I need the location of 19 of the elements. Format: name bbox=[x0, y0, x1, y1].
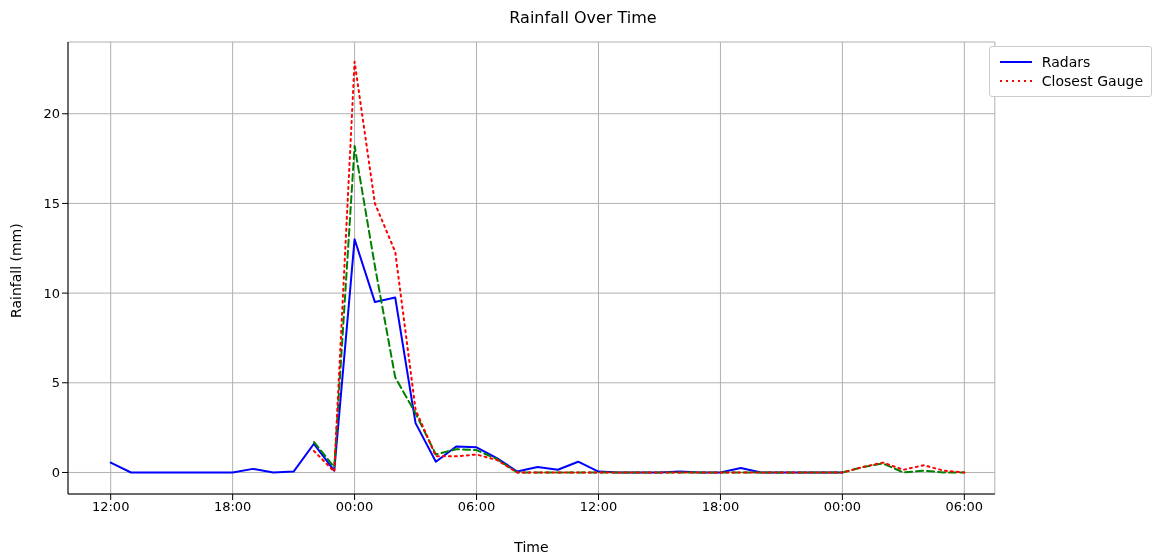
y-axis-title: Rainfall (mm) bbox=[7, 223, 24, 318]
chart-title: Rainfall Over Time bbox=[508, 8, 658, 29]
y-tick-label: 5 bbox=[51, 375, 60, 391]
x-tick-label: 12:00 bbox=[579, 499, 618, 515]
x-tick-label: 18:00 bbox=[213, 499, 252, 515]
legend-label: Closest Gauge bbox=[1041, 73, 1143, 89]
y-tick-label: 10 bbox=[43, 285, 60, 301]
x-tick-label: 00:00 bbox=[823, 499, 862, 515]
x-tick-label: 06:00 bbox=[457, 499, 496, 515]
x-tick-label: 00:00 bbox=[335, 499, 374, 515]
x-axis-title: Time bbox=[513, 539, 549, 554]
legend-label: Radars bbox=[1041, 54, 1091, 70]
x-tick-label: 12:00 bbox=[91, 499, 130, 515]
line-series bbox=[312, 60, 966, 474]
y-tick-label: 15 bbox=[43, 196, 60, 212]
x-tick-label: 06:00 bbox=[945, 499, 984, 515]
y-tick-label: 0 bbox=[51, 465, 60, 481]
x-tick-label: 18:00 bbox=[701, 499, 740, 515]
y-tick-label: 20 bbox=[43, 106, 60, 122]
